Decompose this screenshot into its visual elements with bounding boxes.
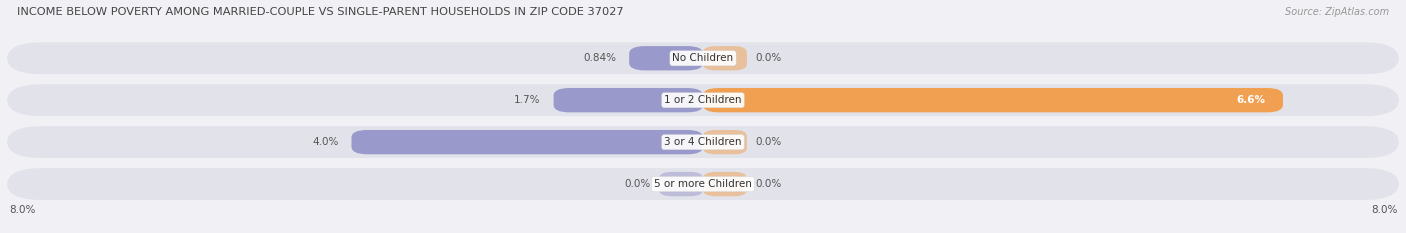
FancyBboxPatch shape [7, 126, 1399, 158]
Text: 5 or more Children: 5 or more Children [654, 179, 752, 189]
FancyBboxPatch shape [7, 84, 1399, 116]
Text: No Children: No Children [672, 53, 734, 63]
Text: 1 or 2 Children: 1 or 2 Children [664, 95, 742, 105]
Text: 0.84%: 0.84% [583, 53, 616, 63]
Text: 0.0%: 0.0% [756, 179, 782, 189]
Text: 0.0%: 0.0% [756, 137, 782, 147]
FancyBboxPatch shape [703, 172, 747, 196]
Text: 8.0%: 8.0% [8, 205, 35, 215]
FancyBboxPatch shape [630, 46, 703, 70]
FancyBboxPatch shape [703, 88, 1282, 112]
FancyBboxPatch shape [352, 130, 703, 154]
Text: 4.0%: 4.0% [312, 137, 339, 147]
Text: INCOME BELOW POVERTY AMONG MARRIED-COUPLE VS SINGLE-PARENT HOUSEHOLDS IN ZIP COD: INCOME BELOW POVERTY AMONG MARRIED-COUPL… [17, 7, 623, 17]
Text: 8.0%: 8.0% [1371, 205, 1398, 215]
Text: Source: ZipAtlas.com: Source: ZipAtlas.com [1285, 7, 1389, 17]
FancyBboxPatch shape [7, 168, 1399, 200]
Text: 1.7%: 1.7% [515, 95, 540, 105]
FancyBboxPatch shape [554, 88, 703, 112]
Text: 3 or 4 Children: 3 or 4 Children [664, 137, 742, 147]
FancyBboxPatch shape [703, 130, 747, 154]
FancyBboxPatch shape [703, 46, 747, 70]
Text: 0.0%: 0.0% [624, 179, 650, 189]
FancyBboxPatch shape [7, 42, 1399, 74]
FancyBboxPatch shape [659, 172, 703, 196]
Text: 0.0%: 0.0% [756, 53, 782, 63]
Text: 6.6%: 6.6% [1236, 95, 1265, 105]
